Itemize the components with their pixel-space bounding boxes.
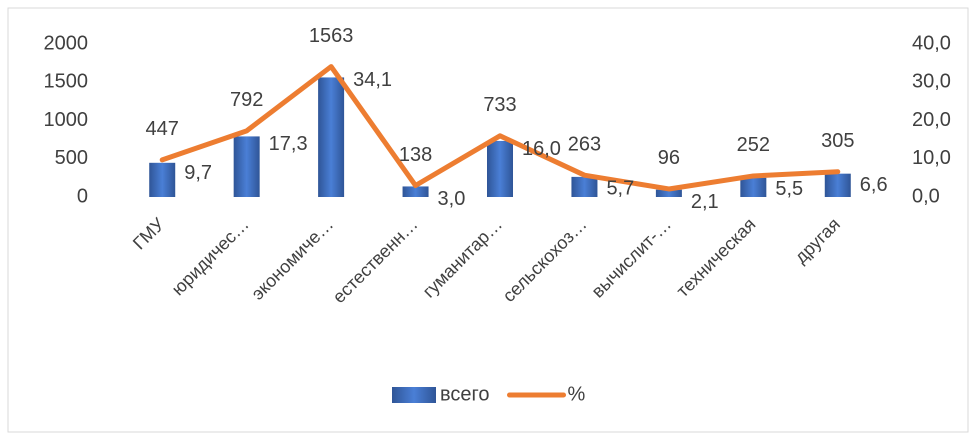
- line-value-label: 16,0: [522, 138, 561, 160]
- bar: [655, 189, 682, 197]
- line-value-label: 34,1: [353, 69, 392, 91]
- bar: [402, 186, 429, 197]
- bar: [487, 140, 513, 197]
- line-value-label: 17,3: [269, 133, 308, 155]
- y2-tick-label: 10,0: [912, 147, 951, 169]
- bar: [571, 176, 598, 197]
- bar: [318, 77, 345, 197]
- bar: [824, 173, 851, 197]
- y2-tick-label: 30,0: [912, 71, 951, 93]
- legend-label: %: [568, 383, 586, 405]
- y2-tick-label: 40,0: [912, 32, 951, 54]
- line-value-label: 6,6: [860, 174, 888, 196]
- bar-value-label: 138: [399, 144, 432, 166]
- legend-swatch: [392, 387, 436, 403]
- bar-value-label: 263: [568, 133, 601, 155]
- line-value-label: 9,7: [184, 162, 212, 184]
- line-value-label: 2,1: [691, 191, 719, 213]
- line-value-label: 5,5: [775, 178, 803, 200]
- bar: [233, 136, 260, 197]
- line-value-label: 5,7: [606, 177, 634, 199]
- bar-value-label: 733: [483, 94, 516, 116]
- line-series: [159, 64, 841, 192]
- y2-tick-label: 20,0: [912, 109, 951, 131]
- bar-value-label: 447: [146, 118, 179, 140]
- y2-tick-label: 0,0: [912, 185, 940, 207]
- bar: [740, 177, 767, 197]
- line-value-label: 3,0: [438, 188, 466, 210]
- y-tick-label: 2000: [44, 32, 89, 54]
- bar-value-label: 96: [658, 147, 680, 169]
- chart-border: [7, 7, 969, 433]
- y-tick-label: 1000: [44, 109, 89, 131]
- y-tick-label: 1500: [44, 71, 89, 93]
- bar-value-label: 1563: [309, 25, 354, 47]
- bar-value-label: 792: [230, 89, 263, 111]
- bar: [149, 162, 176, 197]
- bar-value-label: 252: [737, 134, 770, 156]
- y-tick-label: 500: [55, 147, 88, 169]
- y-tick-label: 0: [77, 185, 88, 207]
- legend-label: всего: [440, 383, 490, 405]
- bar-value-label: 305: [821, 130, 854, 152]
